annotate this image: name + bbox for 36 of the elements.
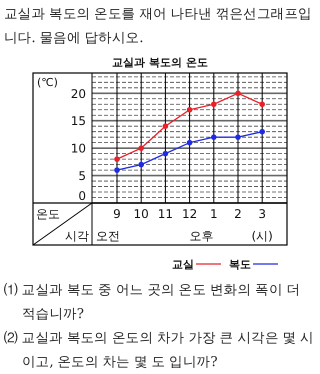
xlabel: 시각 [65,229,89,243]
point [162,123,168,130]
am: 오전 [96,229,120,243]
intro: 교실과 복도의 온도를 재어 나타낸 꺾은선그래프입니다. 물음에 답하시오. [4,5,313,48]
point [162,150,168,156]
title: 교실과 복도의 온도 [112,56,208,69]
point [138,145,144,151]
point [186,106,192,113]
xtick: 9 [113,207,121,221]
point [235,134,241,140]
pm: 오후 [190,229,214,243]
point [138,162,144,168]
unit: (℃) [37,76,58,89]
xtick: 10 [134,207,149,221]
ytick: 0 [78,189,86,203]
legend-label: 교실 [172,258,194,271]
xtick: 3 [258,207,266,221]
xtick: 11 [158,207,174,221]
unit-hour: (시) [252,229,273,243]
ytick: 15 [70,114,86,128]
point [259,128,265,134]
point [114,167,120,173]
point [211,134,217,140]
ytick: 5 [78,169,86,184]
xtick: 12 [182,207,198,221]
xtick: 1 [210,207,218,221]
legend-label: 복도 [229,258,251,271]
point [114,156,120,162]
point [186,140,192,146]
ylabel: 온도 [36,207,60,221]
ytick: 20 [70,86,86,101]
point [211,101,217,108]
ytick: 10 [70,142,86,156]
point [259,101,265,108]
point [235,90,241,96]
xtick: 2 [234,207,242,221]
